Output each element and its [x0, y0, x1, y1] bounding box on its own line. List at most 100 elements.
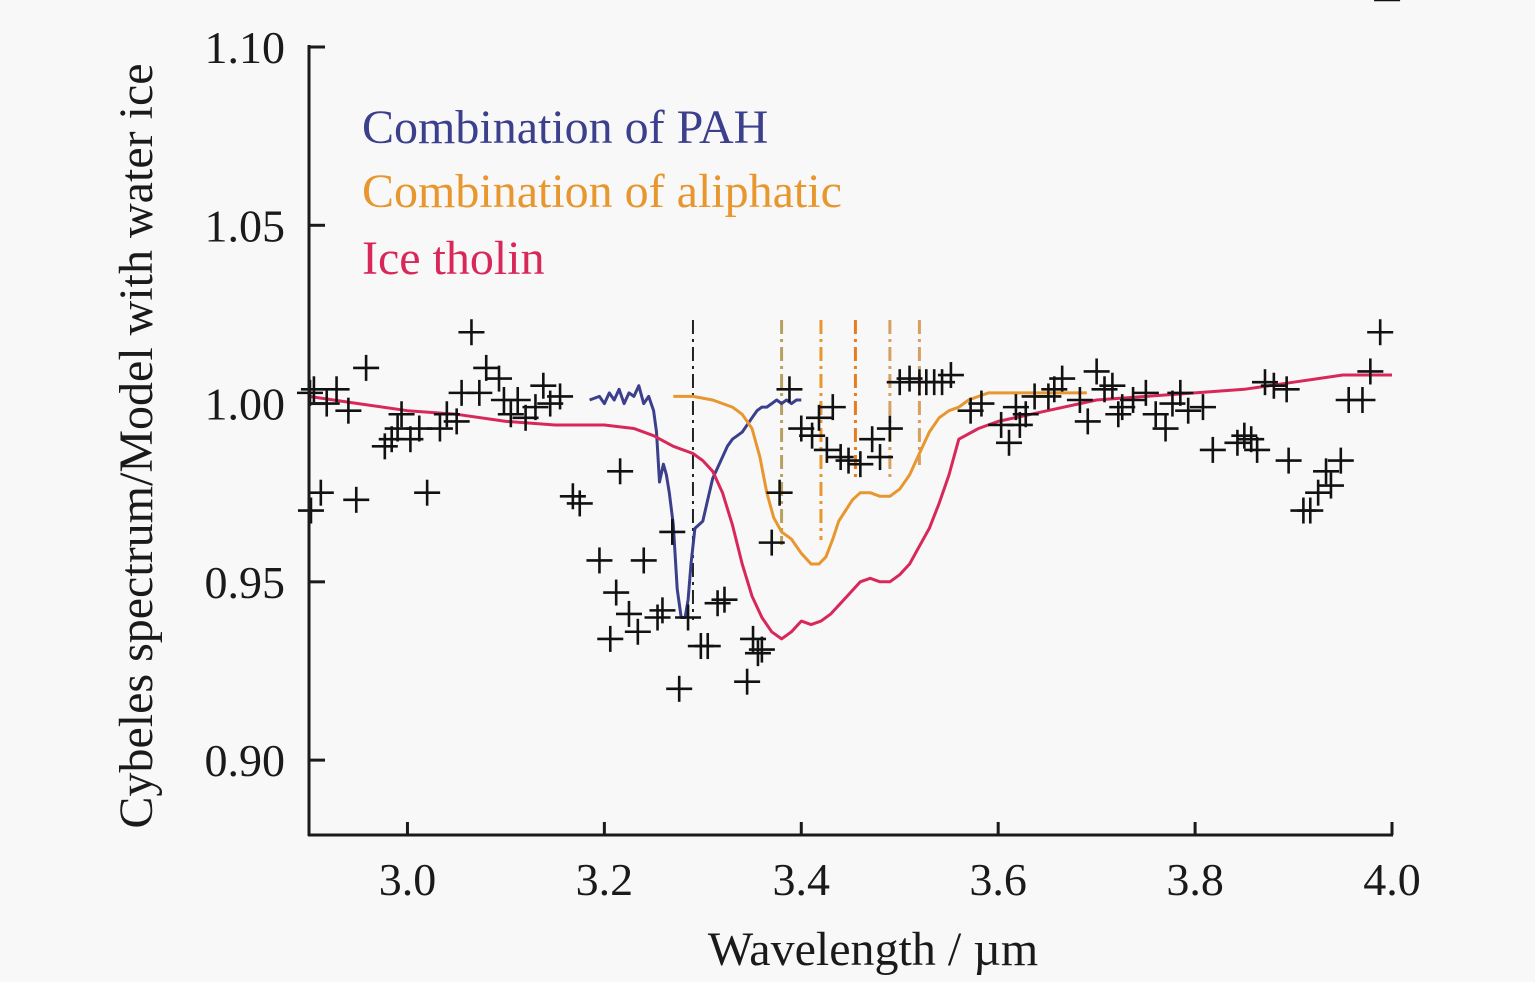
data-point — [624, 618, 651, 645]
legend-entry-pah: Combination of PAH — [362, 101, 768, 154]
x-tick-label: 3.8 — [1166, 854, 1224, 905]
data-point — [586, 547, 613, 574]
data-point — [1049, 365, 1076, 392]
reference-lines — [691, 320, 921, 620]
data-point — [788, 415, 815, 442]
data-point — [1109, 394, 1136, 421]
data-point — [711, 586, 738, 613]
series-line-ice-tholin — [308, 373, 1392, 641]
data-point — [335, 397, 362, 424]
data-point — [776, 376, 803, 403]
data-point — [1238, 426, 1265, 453]
y-tick-label: 1.10 — [205, 22, 286, 73]
data-point — [343, 486, 370, 513]
data-point — [1305, 479, 1332, 506]
data-point — [649, 597, 676, 624]
legend-entry-aliphatic: Combination of aliphatic — [362, 165, 842, 218]
data-point — [1175, 397, 1202, 424]
data-point — [1260, 372, 1287, 399]
data-point — [615, 600, 642, 627]
data-point — [1273, 376, 1300, 403]
data-point — [819, 394, 846, 421]
data-point — [957, 397, 984, 424]
data-point — [758, 529, 785, 556]
x-tick-label: 3.6 — [969, 854, 1027, 905]
data-point — [813, 436, 840, 463]
x-tick-label: 3.0 — [379, 854, 437, 905]
data-point — [1327, 447, 1354, 474]
data-point — [1066, 386, 1093, 413]
data-point — [603, 579, 630, 606]
data-point — [734, 668, 761, 695]
data-point — [644, 604, 671, 631]
data-point — [1189, 394, 1216, 421]
data-point — [297, 497, 324, 524]
data-point — [1099, 372, 1126, 399]
series-line-combination-of-aliphatic — [673, 391, 1087, 566]
series-lines — [308, 373, 1392, 641]
data-point — [486, 365, 513, 392]
data-point — [522, 394, 549, 421]
data-point — [1199, 436, 1226, 463]
data-point — [497, 401, 524, 428]
y-tick-label: 1.00 — [205, 379, 286, 430]
x-tick-label: 3.4 — [773, 854, 831, 905]
data-point — [300, 376, 327, 403]
data-point — [559, 483, 586, 510]
data-point — [876, 415, 903, 442]
x-ticks: 3.0 3.2 3.4 3.6 3.8 4.0 — [379, 822, 1421, 905]
data-point — [744, 640, 771, 667]
data-point — [1367, 319, 1394, 346]
data-point — [607, 458, 634, 485]
data-point — [835, 447, 862, 474]
data-point — [1074, 408, 1101, 435]
data-point — [659, 518, 686, 545]
data-point — [1317, 472, 1344, 499]
data-point — [1035, 383, 1062, 410]
data-point — [353, 354, 380, 381]
data-point — [1012, 401, 1039, 428]
data-point — [1349, 386, 1376, 413]
y-ticks: 0.90 0.95 1.00 1.05 1.10 — [205, 22, 325, 786]
data-point — [1120, 386, 1147, 413]
y-tick-label: 0.90 — [205, 735, 286, 786]
data-point — [1297, 497, 1324, 524]
legend-entry-ice-tholin: Ice tholin — [362, 232, 545, 285]
data-point — [307, 479, 334, 506]
data-point — [388, 401, 415, 428]
data-point — [694, 633, 721, 660]
data-point — [748, 636, 775, 663]
data-point — [530, 372, 557, 399]
data-point — [1224, 429, 1251, 456]
data-point — [547, 383, 574, 410]
data-point — [675, 604, 702, 631]
data-point — [443, 408, 470, 435]
data-point — [323, 376, 350, 403]
data-point — [968, 390, 995, 417]
data-point — [1357, 358, 1384, 385]
data-point — [704, 590, 731, 617]
data-point — [805, 404, 832, 431]
x-tick-label: 3.2 — [576, 854, 634, 905]
data-point — [504, 386, 531, 413]
data-point — [859, 426, 886, 453]
data-point — [666, 675, 693, 702]
data-point — [766, 479, 793, 506]
y-axis-title: Cybeles spectrum/Model with water ice — [110, 63, 163, 828]
data-point — [1142, 401, 1169, 428]
data-point — [1152, 415, 1179, 442]
legend: Combination of PAH Combination of alipha… — [362, 101, 842, 285]
data-point — [1275, 447, 1302, 474]
data-point — [1006, 411, 1033, 438]
data-point — [458, 319, 485, 346]
plot-area — [296, 0, 1401, 702]
data-point — [1105, 401, 1132, 428]
data-point — [867, 444, 894, 471]
data-point — [996, 429, 1023, 456]
x-axis-title: Wavelength / µm — [708, 923, 1038, 976]
data-point — [1083, 358, 1110, 385]
data-point — [466, 379, 493, 406]
data-point — [414, 479, 441, 506]
data-point — [847, 451, 874, 478]
